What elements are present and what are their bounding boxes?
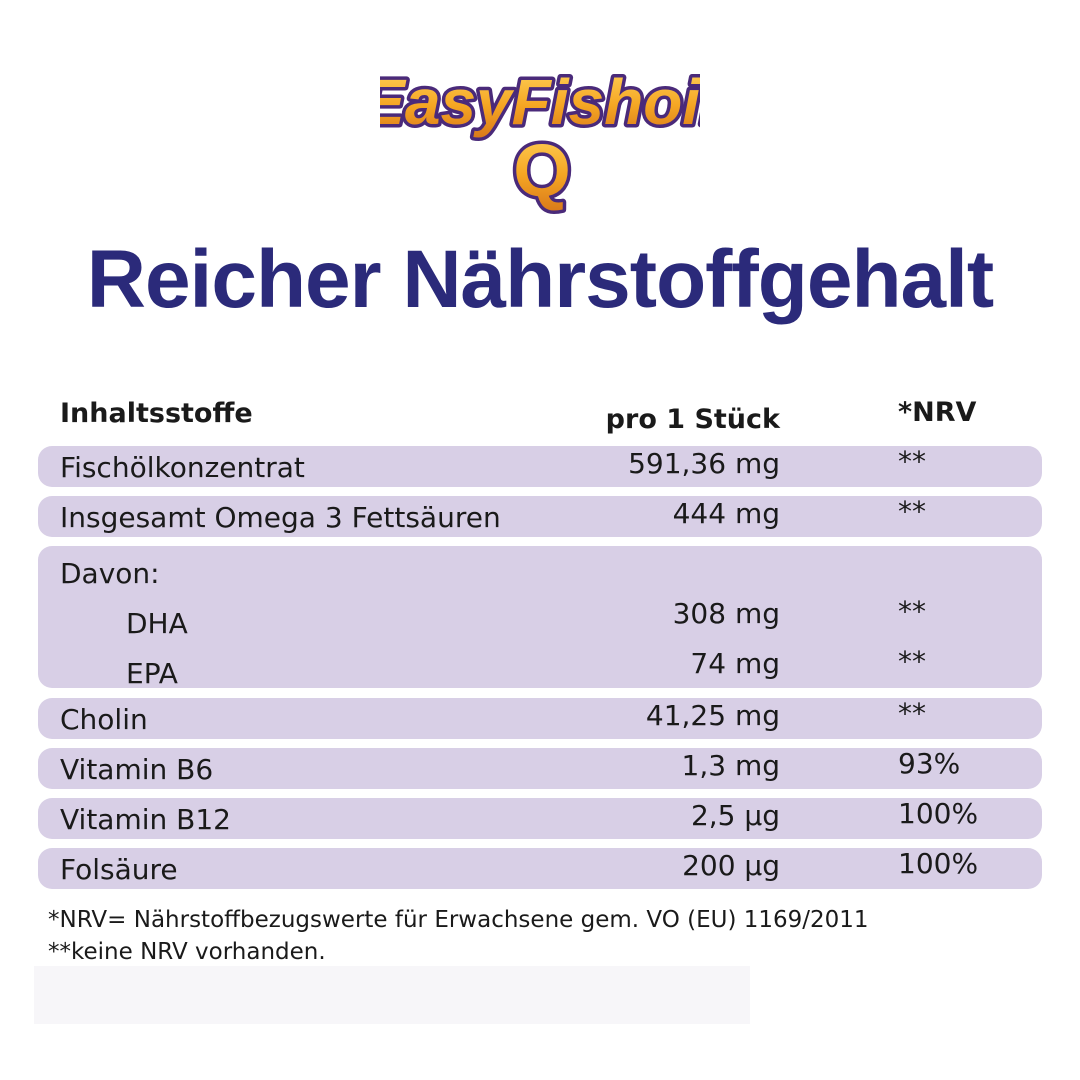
ingredient-nrv: ** (898, 445, 926, 478)
ingredient-amount: 74 mg (690, 647, 780, 680)
background-panel (34, 966, 750, 1024)
ingredient-name: Vitamin B6 (60, 753, 214, 786)
table-row: Insgesamt Omega 3 Fettsäuren 444 mg ** (38, 496, 1042, 537)
ingredient-amount: 444 mg (672, 497, 780, 530)
ingredient-name: Cholin (60, 703, 148, 736)
logo-wordmark: EasyFishoil (380, 66, 700, 138)
table-row: Vitamin B6 1,3 mg 93% (38, 748, 1042, 789)
table-row: Fischölkonzentrat 591,36 mg ** (38, 446, 1042, 487)
ingredient-name: Insgesamt Omega 3 Fettsäuren (60, 501, 501, 534)
footnote-no-nrv: **keine NRV vorhanden. (48, 939, 326, 965)
ingredient-amount: 2,5 µg (690, 799, 780, 832)
logo-q-mark: Q (513, 129, 571, 212)
table-row: Vitamin B12 2,5 µg 100% (38, 798, 1042, 839)
table-row: Cholin 41,25 mg ** (38, 698, 1042, 739)
ingredient-nrv: 100% (898, 847, 979, 880)
ingredient-amount: 1,3 mg (681, 749, 780, 782)
ingredient-name: DHA (126, 607, 188, 640)
table-header: Inhaltsstoffe pro 1 Stück *NRV (38, 392, 1042, 442)
ingredient-name: Vitamin B12 (60, 803, 231, 836)
ingredient-name: Fischölkonzentrat (60, 451, 305, 484)
page-title: Reicher Nährstoffgehalt (86, 234, 995, 325)
table-row: Folsäure 200 µg 100% (38, 848, 1042, 889)
ingredient-nrv: ** (898, 645, 926, 678)
group-label: Davon: (60, 557, 160, 590)
header-per-piece: pro 1 Stück (605, 404, 780, 435)
ingredient-name: Folsäure (60, 853, 178, 886)
ingredient-name: EPA (126, 657, 178, 690)
ingredient-nrv: ** (898, 595, 926, 628)
ingredient-amount: 308 mg (672, 597, 780, 630)
ingredient-amount: 41,25 mg (645, 699, 780, 732)
ingredient-nrv: ** (898, 697, 926, 730)
brand-logo: EasyFishoil Q (380, 36, 700, 216)
ingredient-amount: 200 µg (682, 849, 780, 882)
ingredient-nrv: 100% (898, 797, 979, 830)
table-row-group: Davon: DHA 308 mg ** EPA 74 mg ** (38, 546, 1042, 690)
ingredient-amount: 591,36 mg (628, 447, 780, 480)
header-nrv: *NRV (898, 397, 977, 428)
ingredient-nrv: 93% (898, 747, 961, 780)
nutrition-table: Inhaltsstoffe pro 1 Stück *NRV Fischölko… (38, 392, 1042, 889)
footnote-nrv-definition: *NRV= Nährstoffbezugswerte für Erwachsen… (48, 907, 869, 933)
header-ingredients: Inhaltsstoffe (60, 398, 253, 429)
ingredient-nrv: ** (898, 495, 926, 528)
